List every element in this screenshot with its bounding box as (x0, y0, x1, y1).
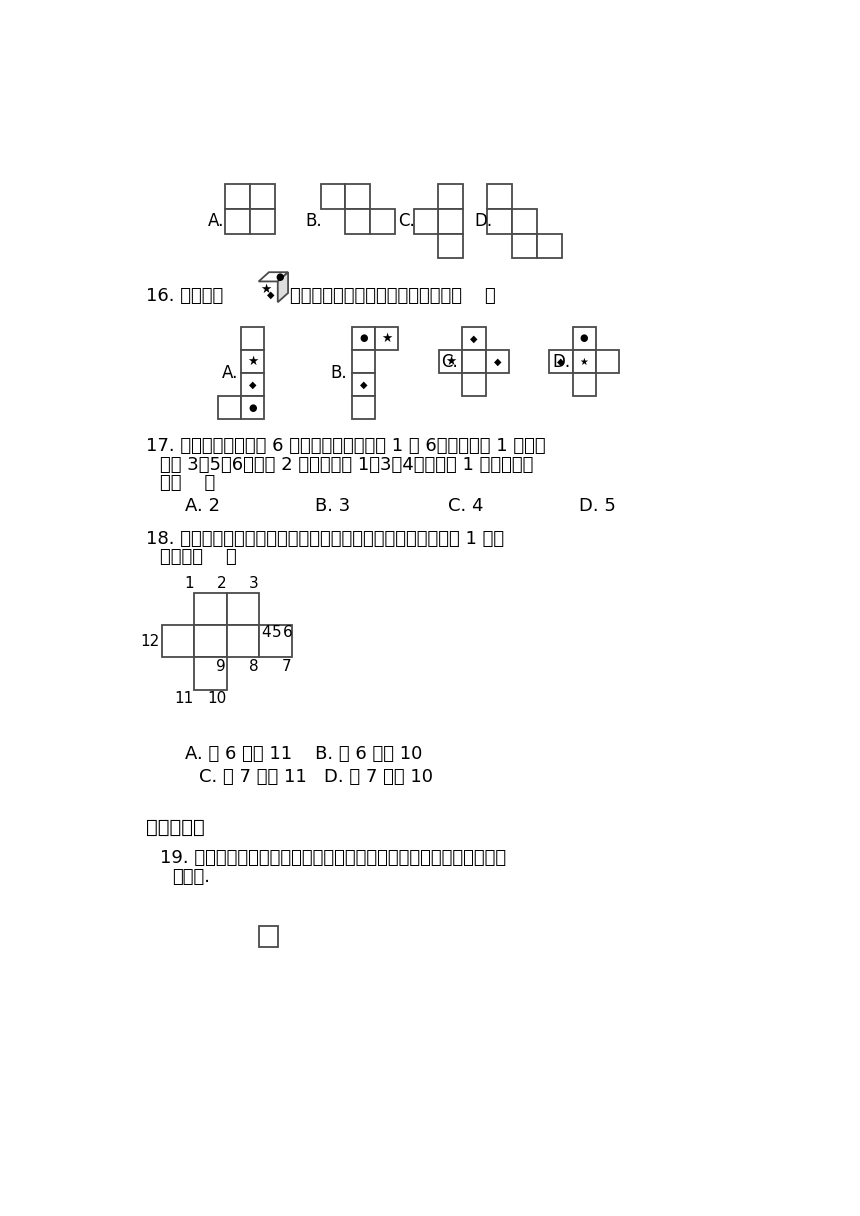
Bar (241, 373, 264, 396)
Text: ★: ★ (260, 282, 271, 295)
Text: 5: 5 (272, 625, 281, 640)
Bar (346, 185, 370, 209)
Text: 11: 11 (175, 691, 194, 706)
Text: A.: A. (208, 213, 224, 230)
Text: ◆: ◆ (557, 356, 565, 366)
Bar (250, 185, 275, 209)
Bar (162, 625, 194, 657)
Bar (346, 209, 370, 233)
Bar (486, 350, 509, 373)
Bar (218, 396, 241, 420)
Bar (241, 396, 264, 420)
Text: 18. 下图是一个正方体纸盒的展开图，当还原折成纸盒时，与点 1 重合: 18. 下图是一个正方体纸盒的展开图，当还原折成纸盒时，与点 1 重合 (146, 530, 504, 547)
Text: 12: 12 (140, 634, 159, 648)
Bar (512, 209, 537, 233)
Bar (227, 625, 260, 657)
Text: D. 5: D. 5 (579, 497, 616, 516)
Text: A. 2: A. 2 (185, 497, 220, 516)
Text: ◆: ◆ (494, 356, 501, 366)
Bar (488, 185, 512, 209)
Bar (439, 350, 463, 373)
Text: ●: ● (359, 333, 367, 343)
Text: D.: D. (474, 213, 492, 230)
Bar (194, 657, 227, 689)
Bar (250, 209, 275, 233)
Text: 6: 6 (283, 625, 292, 640)
Text: 不是 3，5，6，数字 2 的对面不是 1，3，4，则数字 1 的对面是数: 不是 3，5，6，数字 2 的对面不是 1，3，4，则数字 1 的对面是数 (160, 456, 533, 474)
Bar (512, 233, 537, 258)
Text: A.: A. (222, 364, 238, 382)
Polygon shape (259, 272, 288, 281)
Text: D.: D. (552, 353, 570, 371)
Text: ●: ● (580, 333, 588, 343)
Bar (352, 373, 375, 396)
Text: B. 3: B. 3 (316, 497, 351, 516)
Text: 9: 9 (217, 659, 226, 674)
Bar (260, 625, 292, 657)
Bar (194, 625, 227, 657)
Text: C.: C. (398, 213, 415, 230)
Text: ◆: ◆ (249, 379, 256, 389)
Text: ◆: ◆ (267, 289, 275, 299)
Text: 3: 3 (249, 576, 259, 591)
Bar (463, 373, 486, 396)
Text: 19. 有一个正方体的上半部分涂上了阴影，请在展开图上将阴影部分补: 19. 有一个正方体的上半部分涂上了阴影，请在展开图上将阴影部分补 (160, 849, 507, 867)
Polygon shape (259, 925, 278, 947)
Text: ★: ★ (381, 332, 392, 345)
Text: ★: ★ (580, 356, 588, 366)
Bar (596, 350, 619, 373)
Text: ◆: ◆ (359, 379, 367, 389)
Polygon shape (278, 272, 288, 303)
Text: ●: ● (275, 272, 284, 282)
Text: 的点是（    ）: 的点是（ ） (160, 548, 237, 567)
Text: 字（    ）: 字（ ） (160, 474, 216, 492)
Text: 的表面展开，可能得到的展开图是（    ）: 的表面展开，可能得到的展开图是（ ） (290, 287, 495, 305)
Text: 2: 2 (217, 576, 226, 591)
Text: C. 点 7 和点 11   D. 点 7 和点 10: C. 点 7 和点 11 D. 点 7 和点 10 (199, 769, 433, 787)
Bar (375, 327, 398, 350)
Text: ●: ● (249, 402, 256, 412)
Text: 4: 4 (261, 625, 271, 640)
Text: 四、操作题: 四、操作题 (146, 818, 205, 837)
Bar (352, 350, 375, 373)
Bar (439, 209, 464, 233)
Text: 17. 已知一个正方体的 6 个面上分别标有数字 1 ～ 6，并且数字 1 的对面: 17. 已知一个正方体的 6 个面上分别标有数字 1 ～ 6，并且数字 1 的对… (146, 438, 546, 455)
Bar (488, 209, 512, 233)
Text: 16. 把正方体: 16. 把正方体 (146, 287, 224, 305)
Bar (537, 233, 562, 258)
Bar (439, 185, 464, 209)
Text: 充完整.: 充完整. (173, 868, 211, 885)
Text: 8: 8 (249, 659, 259, 674)
Bar (573, 350, 596, 373)
Bar (194, 592, 227, 625)
Bar (352, 396, 375, 420)
Bar (225, 185, 250, 209)
Text: ★: ★ (445, 355, 457, 368)
Text: 7: 7 (281, 659, 292, 674)
Bar (550, 350, 573, 373)
Bar (463, 327, 486, 350)
Text: 10: 10 (206, 691, 226, 706)
Text: 1: 1 (184, 576, 194, 591)
Text: C.: C. (440, 353, 458, 371)
Bar (225, 209, 250, 233)
Text: ◆: ◆ (470, 333, 478, 343)
Bar (463, 350, 486, 373)
Bar (227, 592, 260, 625)
Text: A. 点 6 和点 11    B. 点 6 和点 10: A. 点 6 和点 11 B. 点 6 和点 10 (185, 745, 422, 764)
Bar (352, 327, 375, 350)
Bar (241, 350, 264, 373)
Text: B.: B. (331, 364, 347, 382)
Bar (370, 209, 395, 233)
Text: ★: ★ (247, 355, 258, 368)
Bar (241, 327, 264, 350)
Bar (573, 327, 596, 350)
Bar (414, 209, 439, 233)
Text: C. 4: C. 4 (449, 497, 484, 516)
Bar (321, 185, 346, 209)
Text: B.: B. (305, 213, 322, 230)
Bar (573, 373, 596, 396)
Bar (439, 233, 464, 258)
